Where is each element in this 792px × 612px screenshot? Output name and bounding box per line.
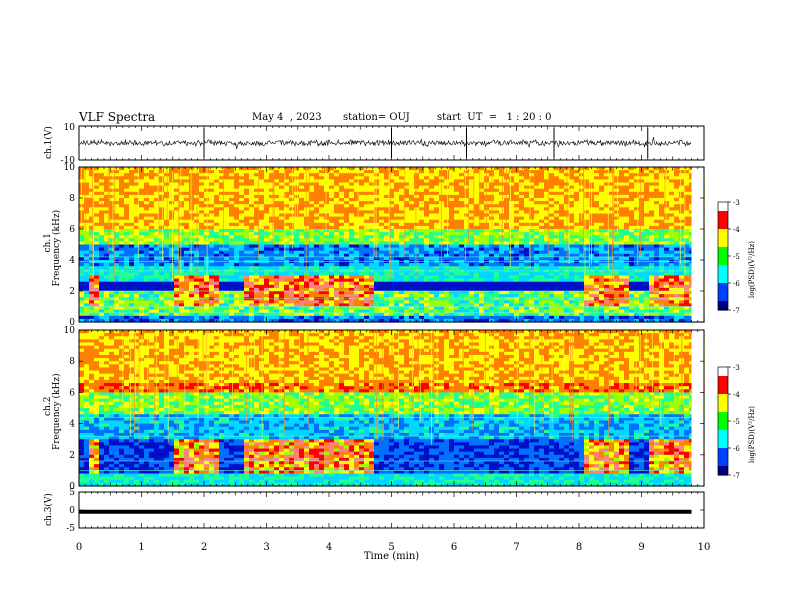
x-tick-label: 10 — [698, 542, 711, 553]
colorbar-tick-label: -6 — [733, 280, 740, 288]
y-tick-label: 0 — [69, 506, 75, 516]
x-tick-label: 2 — [201, 542, 207, 553]
colorbar-tick-label: -3 — [733, 364, 740, 372]
ch2-spectrogram-image — [79, 330, 705, 487]
ch1-spec-ylabel-freq: Frequency (kHz) — [51, 210, 62, 287]
x-tick-label: 4 — [326, 542, 332, 553]
colorbar-tick-label: -5 — [733, 253, 740, 261]
ch1-x-ticks — [78, 126, 705, 160]
ch1-ylabel: ch.1(V) — [43, 126, 54, 159]
y-tick-label: 8 — [69, 194, 75, 204]
y-tick-label: 6 — [69, 388, 75, 398]
ch2-spec-x-ticks — [78, 330, 705, 486]
y-tick-label: 4 — [69, 256, 75, 266]
colorbar-tick-label: -4 — [733, 226, 740, 234]
station-label: station= OUJ — [343, 112, 410, 123]
y-tick-label: 2 — [69, 287, 75, 297]
ch1-spec-ylabel-channel: ch.1 — [43, 233, 53, 252]
y-tick-label: 10 — [64, 163, 76, 173]
ch2-spec-ylabel-channel: ch.2 — [43, 397, 53, 416]
y-tick-label: 5 — [69, 488, 75, 498]
y-tick-label: -5 — [66, 524, 75, 534]
colorbar-tick-label: -4 — [733, 391, 740, 399]
ch3-ylabel: ch.3(V) — [43, 493, 54, 526]
x-tick-label: 3 — [263, 542, 269, 553]
ch2-spec-y-ticks: 0 2 4 6 8 10 — [64, 326, 704, 492]
ch3-x-ticks — [78, 492, 705, 528]
y-tick-label: 6 — [69, 225, 75, 235]
ch1-spec-x-ticks — [78, 167, 705, 322]
colorbar-tick-label: -5 — [733, 418, 740, 426]
colorbar-tick-label: -6 — [733, 445, 740, 453]
y-tick-label: 2 — [69, 451, 75, 461]
y-tick-label: 0 — [69, 482, 75, 492]
ch1-spec-y-ticks: 0 2 4 6 8 10 — [64, 163, 704, 328]
x-tick-label: 6 — [451, 542, 457, 553]
y-tick-label: 0 — [69, 318, 75, 328]
colorbar-tick-label: -7 — [733, 472, 740, 480]
figure-title: VLF Spectra — [79, 110, 156, 124]
ch1-colorbar: -3 -4 -5 -6 -7 log(PSD)(V²/Hz) — [717, 199, 756, 315]
ch2-colorbar: -3 -4 -5 -6 -7 log(PSD)(V²/Hz) — [717, 364, 756, 480]
y-tick-label: 10 — [64, 326, 76, 336]
ch2-spec-ylabel-freq: Frequency (kHz) — [51, 373, 62, 450]
ch1-spectrogram-image — [79, 167, 705, 323]
x-tick-label: 1 — [138, 542, 144, 553]
y-tick-label: 4 — [69, 420, 75, 430]
colorbar-label: log(PSD)(V²/Hz) — [748, 406, 756, 463]
x-tick-label: 0 — [76, 542, 82, 553]
ch1-waveform-trace — [78, 137, 692, 150]
x-tick-label: 9 — [638, 542, 644, 553]
x-tick-label: 5 — [388, 542, 394, 553]
y-tick-label: -10 — [61, 156, 76, 166]
x-tick-label: 7 — [513, 542, 519, 553]
colorbar-tick-label: -3 — [733, 199, 740, 207]
y-tick-label: 8 — [69, 357, 75, 367]
x-axis-label: Time (min) — [364, 551, 419, 562]
colorbar-tick-label: -7 — [733, 307, 740, 315]
ch3-y-ticks: -5 0 5 — [66, 488, 704, 534]
y-tick-label: 10 — [64, 123, 76, 133]
x-tick-label: 8 — [576, 542, 582, 553]
colorbar-label: log(PSD)(V²/Hz) — [748, 241, 756, 298]
date-label: May 4 , 2023 — [252, 112, 322, 123]
start-time-label: start UT = 1 : 20 : 0 — [437, 112, 552, 123]
